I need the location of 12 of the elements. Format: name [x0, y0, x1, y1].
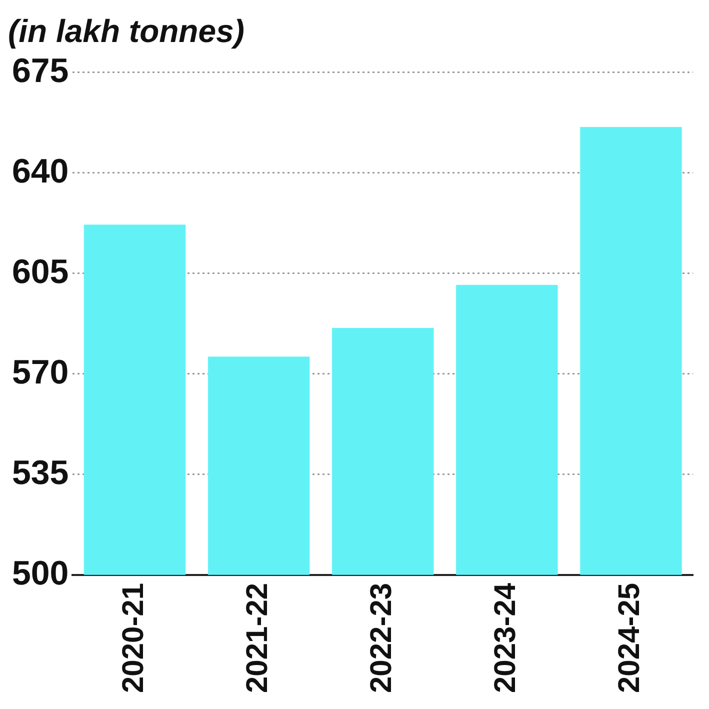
y-tick-label: 535: [12, 454, 69, 492]
y-tick-label: 500: [12, 554, 69, 592]
x-tick-label: 2022-23: [365, 582, 398, 694]
y-tick-label: 605: [12, 252, 69, 291]
x-tick-label: 2023-24: [489, 582, 522, 694]
y-tick-label: 640: [12, 152, 69, 190]
x-tick-label: 2020-21: [117, 582, 150, 694]
chart-title: (in lakh tonnes): [8, 13, 244, 50]
x-tick-label: 2024-25: [613, 582, 646, 694]
y-tick-label: 570: [12, 353, 69, 392]
x-tick-label: 2021-22: [241, 582, 274, 694]
y-tick-label: 675: [12, 52, 69, 90]
